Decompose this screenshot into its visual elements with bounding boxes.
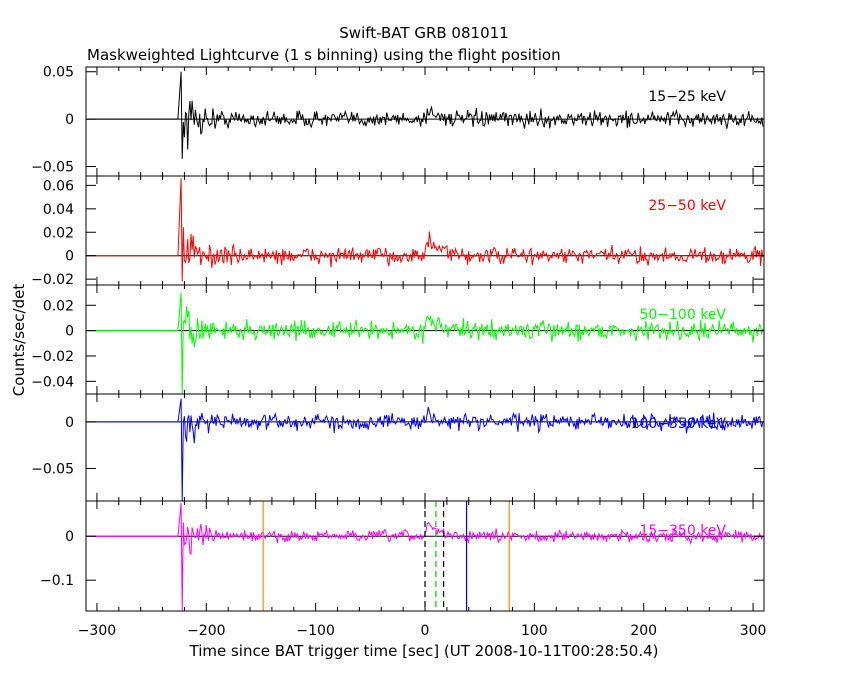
series-line — [86, 503, 764, 612]
x-tick-label: 0 — [421, 623, 430, 639]
y-tick-label: 0 — [65, 249, 74, 265]
y-tick-label: −0.04 — [31, 374, 74, 390]
chart-subtitle: Maskweighted Lightcurve (1 s binning) us… — [87, 46, 561, 64]
panel-frame — [85, 393, 765, 502]
y-tick-label: 0.02 — [43, 298, 74, 314]
panel-frame — [85, 175, 765, 286]
x-tick-label: −200 — [187, 623, 225, 639]
y-tick-label: 0 — [65, 324, 74, 340]
y-tick-label: 0 — [65, 415, 74, 431]
x-axis-label: Time since BAT trigger time [sec] (UT 20… — [189, 642, 659, 660]
y-axis-label: Counts/sec/det — [10, 284, 28, 397]
series-line — [86, 178, 764, 282]
y-tick-label: 0.05 — [43, 65, 74, 81]
x-tick-label: 200 — [630, 623, 657, 639]
band-label: 25−50 keV — [648, 198, 726, 214]
x-axis: −300 −200 −100 0 100 200 300 — [78, 623, 767, 639]
series-line — [86, 398, 764, 502]
y-tick-label: −0.02 — [31, 349, 74, 365]
panels-group: −0.05 0 0.05 15−25 keV −0.02 0 0.02 0.04 0.06 25−… — [31, 65, 765, 612]
y-tick-label: 0.04 — [43, 202, 74, 218]
chart-title: Swift-BAT GRB 081011 — [339, 24, 508, 42]
panel-2: −0.02 0 0.02 0.04 0.06 25−50 keV — [31, 175, 765, 288]
band-label: 100−350 keV — [631, 416, 727, 432]
x-tick-label: −300 — [78, 623, 116, 639]
band-label: 50−100 keV — [639, 307, 726, 323]
panel-3: −0.04 −0.02 0 0.02 50−100 keV — [31, 284, 765, 395]
y-tick-label: 0.06 — [43, 178, 74, 194]
series-line — [86, 292, 764, 395]
y-tick-label: 0 — [65, 112, 74, 128]
y-tick-label: −0.1 — [40, 573, 74, 589]
y-tick-label: −0.05 — [31, 461, 74, 477]
panel-frame — [85, 66, 765, 177]
y-tick-label: −0.05 — [31, 160, 74, 176]
y-tick-label: −0.02 — [31, 272, 74, 288]
x-tick-label: −100 — [296, 623, 334, 639]
band-label: 15−25 keV — [648, 89, 726, 105]
y-tick-label: 0 — [65, 529, 74, 545]
x-tick-label: 300 — [740, 623, 767, 639]
band-label: 15−350 keV — [639, 523, 726, 539]
panel-5: −0.1 0 15−350 keV — [40, 500, 765, 612]
panel-1: −0.05 0 0.05 15−25 keV — [31, 65, 765, 177]
series-line — [86, 71, 764, 159]
x-tick-label: 100 — [521, 623, 548, 639]
panel-4: −0.05 0 100−350 keV — [31, 393, 765, 502]
y-tick-label: 0.02 — [43, 225, 74, 241]
panel-frame — [85, 284, 765, 395]
